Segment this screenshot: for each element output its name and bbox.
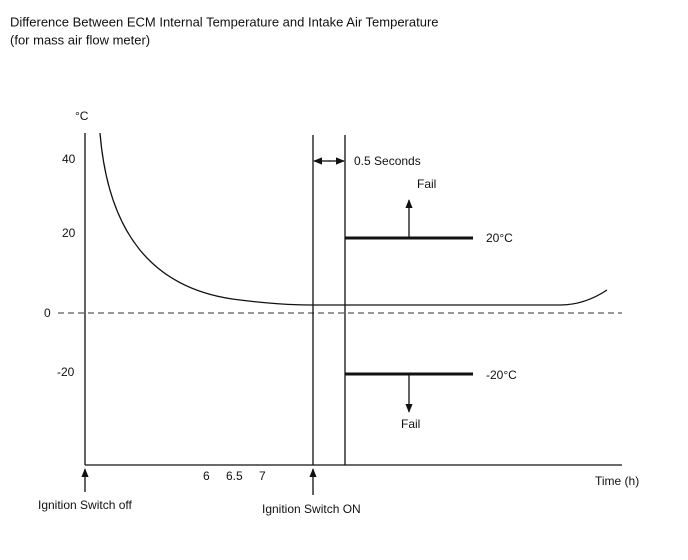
y-tick-label: 40: [62, 152, 76, 166]
y-tick-label: -20: [57, 365, 75, 379]
threshold-label: 20°C: [486, 231, 513, 245]
y-tick-label: 0: [44, 306, 51, 320]
y-unit: °C: [75, 109, 89, 123]
x-tick-label: 7: [259, 469, 266, 483]
event-label: Ignition Switch ON: [262, 502, 361, 516]
fail-label: Fail: [401, 417, 420, 431]
y-tick-label: 20: [62, 226, 76, 240]
title: Difference Between ECM Internal Temperat…: [10, 14, 439, 29]
x-tick-label: 6.5: [226, 469, 243, 483]
x-tick-label: 6: [203, 469, 210, 483]
interval-label: 0.5 Seconds: [354, 154, 421, 168]
subtitle: (for mass air flow meter): [10, 32, 150, 47]
x-axis-label: Time (h): [595, 474, 639, 488]
fail-label: Fail: [417, 177, 436, 191]
threshold-label: -20°C: [486, 368, 517, 382]
temperature-curve: [99, 132, 608, 306]
event-label: Ignition Switch off: [38, 498, 132, 512]
